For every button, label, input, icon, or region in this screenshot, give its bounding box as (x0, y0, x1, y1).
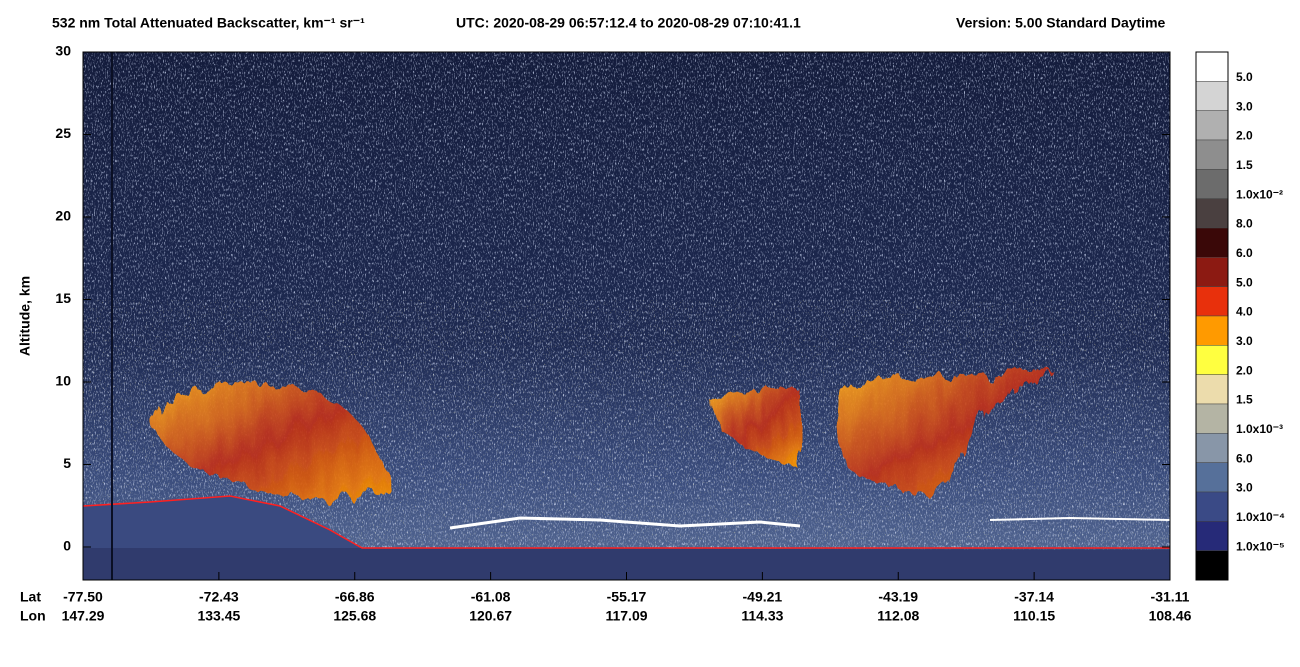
x-row-label: Lat (20, 589, 41, 605)
colorbar-swatch (1195, 491, 1229, 522)
y-tick-label: 0 (63, 538, 71, 554)
x-tick-lat: -66.86 (335, 589, 375, 605)
x-tick-lon: 147.29 (62, 608, 105, 624)
time-range: UTC: 2020-08-29 06:57:12.4 to 2020-08-29… (456, 15, 801, 31)
x-tick-lon: 110.15 (1013, 608, 1055, 624)
y-tick-label: 15 (55, 290, 71, 306)
colorbar-label: 1.0x10⁻⁴ (1236, 510, 1285, 524)
y-tick-label: 5 (63, 455, 71, 471)
colorbar-swatch (1195, 51, 1229, 82)
colorbar-swatch (1195, 110, 1229, 141)
colorbar-label: 6.0 (1236, 246, 1253, 260)
colorbar-label: 1.0x10⁻⁵ (1236, 539, 1285, 553)
colorbar-label: 5.0 (1236, 275, 1253, 289)
y-tick-label: 25 (55, 125, 71, 141)
y-axis-label: Altitude, km (17, 276, 33, 356)
colorbar-swatch (1195, 227, 1229, 258)
colorbar-label: 2.0 (1236, 363, 1253, 377)
x-tick-lon: 114.33 (741, 608, 783, 624)
colorbar-swatch (1195, 521, 1229, 551)
y-tick-label: 30 (55, 43, 71, 59)
backscatter-image (83, 52, 1170, 580)
colorbar-label: 1.0x10⁻² (1236, 187, 1283, 201)
colorbar: 5.0 3.0 2.0 1.5 1.0x10⁻² 8.0 6.0 5.0 4.0 3.0 2.0 1.… (1195, 51, 1285, 581)
colorbar-label: 4.0 (1236, 305, 1253, 319)
x-tick-lat: -31.11 (1151, 589, 1190, 605)
x-tick-lon: 117.09 (605, 608, 647, 624)
x-tick-lat: -61.08 (471, 589, 511, 605)
colorbar-swatch (1195, 257, 1229, 287)
colorbar-label: 6.0 (1236, 451, 1253, 465)
colorbar-label: 3.0 (1236, 99, 1253, 113)
x-tick-lat: -49.21 (743, 589, 783, 605)
colorbar-label: 1.5 (1236, 158, 1253, 172)
colorbar-swatch (1195, 286, 1229, 317)
x-tick-lon: 125.68 (333, 608, 376, 624)
colorbar-swatch (1195, 550, 1229, 581)
colorbar-label: 1.0x10⁻³ (1236, 422, 1283, 436)
colorbar-swatch (1195, 315, 1229, 346)
colorbar-label: 5.0 (1236, 70, 1253, 84)
colorbar-label: 8.0 (1236, 217, 1253, 231)
y-tick-label: 20 (55, 208, 71, 224)
colorbar-swatch (1195, 403, 1229, 434)
colorbar-swatch (1195, 198, 1229, 229)
x-tick-lat: -43.19 (878, 589, 918, 605)
x-tick-lat: -55.17 (607, 589, 647, 605)
colorbar-label: 2.0 (1236, 129, 1253, 143)
x-tick-lon: 112.08 (877, 608, 919, 624)
x-tick-lat: -77.50 (63, 589, 103, 605)
colorbar-frame (1195, 51, 1229, 581)
x-tick-lon: 108.46 (1149, 608, 1192, 624)
x-tick-lon: 120.67 (469, 608, 512, 624)
colorbar-swatch (1195, 139, 1229, 170)
colorbar-swatch (1195, 345, 1229, 375)
x-tick-lat: -37.14 (1014, 589, 1054, 605)
x-tick-lon: 133.45 (197, 608, 240, 624)
chart-title: 532 nm Total Attenuated Backscatter, km⁻… (52, 15, 365, 31)
colorbar-swatch (1195, 169, 1229, 199)
version: Version: 5.00 Standard Daytime (956, 15, 1166, 31)
colorbar-swatch (1195, 81, 1229, 111)
x-row-label: Lon (20, 608, 46, 624)
colorbar-label: 3.0 (1236, 334, 1253, 348)
colorbar-swatch (1195, 433, 1229, 463)
colorbar-swatch (1195, 462, 1229, 493)
colorbar-swatch (1195, 374, 1229, 405)
y-tick-label: 10 (55, 373, 71, 389)
colorbar-label: 3.0 (1236, 481, 1253, 495)
colorbar-label: 1.5 (1236, 393, 1253, 407)
x-tick-lat: -72.43 (199, 589, 239, 605)
